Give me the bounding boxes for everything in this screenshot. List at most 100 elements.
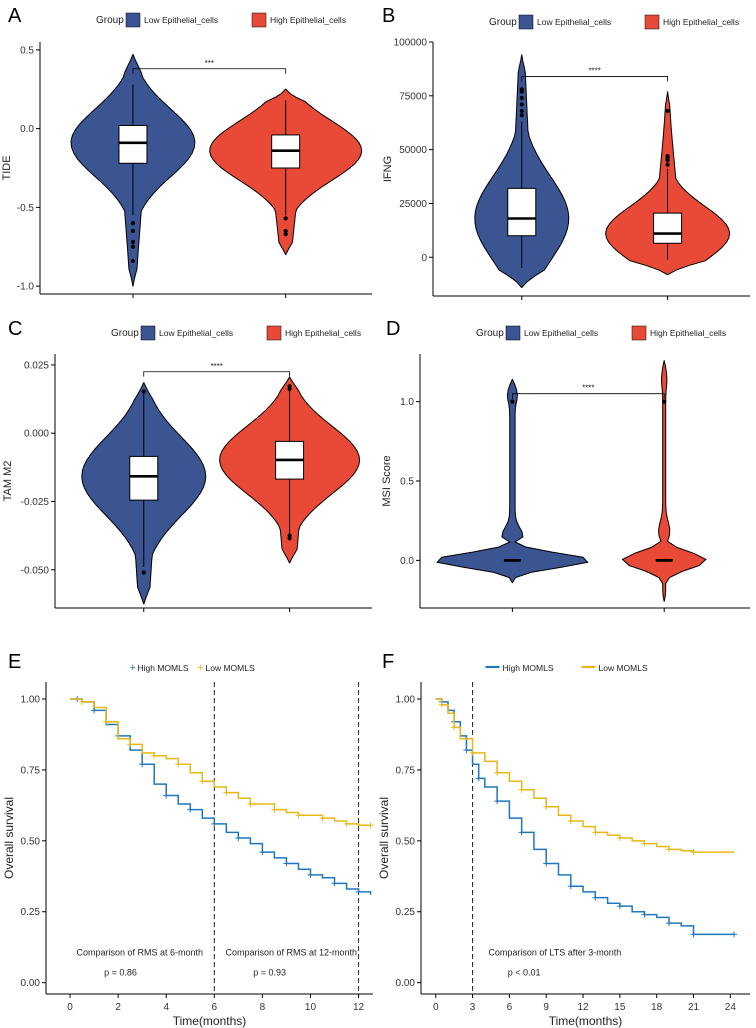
legend-label: Low Epithelial_cells	[537, 17, 611, 27]
x-tick-label: 3	[470, 1002, 476, 1013]
y-tick-label: 1.00	[396, 695, 416, 706]
legend-title: Group	[476, 328, 504, 339]
legend-title: Group	[489, 17, 517, 28]
significance-label: ****	[588, 66, 600, 75]
legend-label: Low MOMLS	[206, 663, 255, 673]
legend: High MOMLS Low MOMLS	[485, 663, 648, 673]
km-plot: 0.00 0.25 0.50 0.75 1.00 0 2 4 6 8 10 12 Time(months…	[2, 682, 374, 1028]
violin-plot: -1.0 -0.5 0.0 0.5 TIDE ***	[1, 42, 372, 298]
outlier-point	[130, 239, 136, 245]
censor-mark	[355, 888, 362, 895]
outlier-point	[665, 153, 670, 159]
panel-letter: A	[8, 5, 22, 27]
y-tick-label: 0.25	[396, 907, 416, 918]
x-axis-title: Time(months)	[173, 1014, 247, 1028]
y-tick-label: -0.050	[21, 565, 50, 576]
legend-label: Low Epithelial_cells	[144, 15, 218, 25]
censor-mark	[469, 749, 476, 756]
legend-swatch	[125, 12, 141, 28]
outlier-point	[510, 399, 515, 404]
x-tick-label: 6	[507, 1002, 513, 1013]
km-plot: 0.00 0.25 0.50 0.75 1.00 0 3 6 9 12 15 18 21 24 Time(m…	[377, 682, 750, 1028]
censor-mark	[641, 840, 648, 847]
y-tick-label: 1.00	[21, 695, 41, 706]
x-tick-label: 0	[67, 1002, 73, 1013]
legend-title: Group	[111, 328, 139, 339]
outlier-point	[130, 228, 136, 234]
censor-mark	[307, 871, 314, 878]
censor-mark	[592, 829, 599, 836]
censor-mark	[163, 792, 170, 799]
x-axis-title: Time(months)	[549, 1014, 623, 1028]
y-tick-label: 0.75	[21, 765, 41, 776]
x-tick-label: 9	[543, 1002, 549, 1013]
significance-label: ****	[210, 362, 222, 371]
outlier-point	[519, 108, 524, 113]
y-axis-title: Overall survival	[2, 797, 16, 879]
legend-swatch	[251, 12, 267, 28]
outlier-point	[519, 113, 524, 118]
y-tick-label: 0.0	[20, 124, 34, 135]
annotation: Comparison of LTS after 3-month	[488, 948, 621, 958]
y-tick-label: 0.5	[20, 45, 34, 56]
y-tick-label: 0	[421, 253, 427, 264]
outlier-point	[519, 95, 524, 101]
outlier-point	[130, 258, 136, 264]
censor-mark	[223, 789, 230, 796]
y-axis-title: TAM M2	[2, 461, 14, 502]
censor-mark	[139, 761, 146, 768]
x-tick-label: 8	[260, 1002, 266, 1013]
y-tick-label: 0.25	[21, 907, 41, 918]
censor-mark	[187, 806, 194, 813]
violin-plot: 0.0 0.5 1.0 MSI Score ****	[381, 354, 750, 612]
outlier-point	[283, 216, 288, 221]
censor-mark	[79, 698, 86, 705]
violin-plot: -0.050 -0.025 0.000 0.025 TAM M2 ****	[2, 354, 372, 612]
censor-mark	[475, 775, 482, 782]
censor-mark	[641, 911, 648, 918]
x-tick-label: 4	[163, 1002, 169, 1013]
outlier-point	[665, 162, 670, 167]
censor-mark	[690, 849, 697, 856]
y-axis-title: MSI Score	[381, 455, 393, 506]
censor-mark	[567, 883, 574, 890]
y-tick-label: -0.025	[21, 497, 50, 508]
box	[653, 212, 683, 244]
legend: Group Low Epithelial_cells High Epithelial…	[111, 325, 361, 341]
significance-bracket	[521, 76, 668, 82]
censor-mark	[175, 761, 182, 768]
censor-mark	[259, 849, 266, 856]
censor-mark	[367, 822, 374, 829]
legend: + High MOMLS + Low MOMLS	[130, 662, 255, 674]
legend-label: High MOMLS	[503, 663, 554, 673]
censor-mark	[283, 860, 290, 867]
censor-mark	[665, 920, 672, 927]
box	[118, 124, 148, 164]
censor-mark	[211, 820, 218, 827]
legend-label: High Epithelial_cells	[663, 17, 739, 27]
legend: Group Low Epithelial_cells High Epithelial…	[489, 14, 739, 30]
censor-mark	[543, 860, 550, 867]
annotation: Comparison of RMS at 12-month	[225, 948, 357, 958]
outlier-point	[287, 536, 292, 541]
legend: Group Low Epithelial_cells High Epithelial…	[476, 325, 726, 341]
legend-marker: +	[198, 662, 204, 674]
legend-swatch	[644, 14, 660, 30]
legend-swatch	[266, 325, 282, 341]
y-axis-title: IFNG	[382, 156, 394, 182]
y-tick-label: -1.0	[17, 282, 35, 293]
survival-curve	[70, 698, 372, 895]
legend-label: Low MOMLS	[599, 663, 648, 673]
outlier-point	[287, 384, 292, 389]
panel-letter: D	[386, 318, 400, 340]
y-tick-label: -0.5	[17, 203, 35, 214]
panel-letter: E	[8, 651, 21, 673]
censor-mark	[247, 800, 254, 807]
censor-mark	[616, 903, 623, 910]
y-tick-label: 0.0	[400, 556, 414, 567]
survival-curve	[435, 698, 735, 936]
y-tick-label: 0.000	[24, 429, 49, 440]
censor-mark	[451, 724, 458, 731]
legend-swatch	[518, 14, 534, 30]
